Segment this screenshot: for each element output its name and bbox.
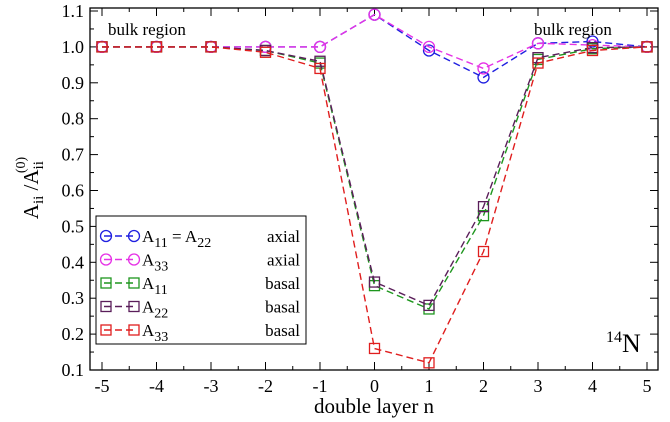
legend-marker-left [100,277,112,289]
bulk-region-left-annotation: bulk region [108,20,186,39]
x-tick-label: 0 [370,376,379,396]
legend-entry: A11 = A22 axial [99,227,300,251]
data-point [586,35,599,48]
x-tick-label: -4 [149,376,164,396]
y-tick-label: 0.1 [62,360,85,380]
legend-marker-left [99,253,113,266]
legend-entry: A33 axial [99,251,300,275]
data-point [477,71,490,84]
y-tick-label: 1.1 [62,1,85,21]
data-point [477,201,490,213]
data-point [259,46,272,58]
legend-type-label: axial [267,227,300,246]
legend-marker-right [127,229,141,243]
legend-entry: A22 basal [100,298,300,322]
y-tick-label: 0.6 [62,181,85,201]
legend-box [95,215,307,345]
x-tick-label: -1 [313,376,328,396]
y-tick-label: 0.2 [62,324,85,344]
x-tick-label: 5 [643,376,652,396]
y-tick-label: 0.4 [62,252,85,272]
data-point [314,62,326,75]
x-tick-label: -2 [258,376,273,396]
legend-label: A11 [142,274,168,298]
isotope-label: 14N [606,329,641,358]
bulk-region-right-annotation: bulk region [534,20,612,39]
y-tick-label: 0.3 [62,288,85,308]
legend-label: A33 [142,321,168,345]
series-line [102,46,648,364]
legend-label: A33 [142,251,168,275]
x-tick-label: -5 [95,376,110,396]
legend-marker-right [128,324,140,336]
data-point [423,357,435,369]
series-5 [96,41,653,369]
data-point [96,41,108,53]
legend-marker-left [100,300,112,313]
data-point [422,44,436,57]
legend-entry: A11 basal [100,274,300,298]
y-tick-label: 0.8 [62,109,85,129]
legend-label: A11 = A22 [142,227,211,251]
data-point [477,62,490,75]
x-tick-label: 1 [425,376,434,396]
y-tick-label: 0.5 [62,216,85,236]
x-axis-label: double layer n [314,394,435,418]
legend-marker-right [128,277,140,289]
legend-marker-left [99,229,113,243]
series-layer [95,8,654,369]
data-point [205,41,217,53]
legend-marker-right [127,253,141,266]
data-point [150,41,163,53]
legend-type-label: basal [265,321,300,340]
y-tick-label: 1.0 [62,37,85,57]
data-point [532,57,544,69]
legend-marker-left [100,324,112,336]
legend-marker-right [128,300,140,313]
data-point [477,245,490,258]
data-point [586,44,599,57]
legend-type-label: basal [265,298,300,317]
series-2 [95,8,654,75]
legend-type-label: axial [267,251,300,270]
x-tick-label: 4 [588,376,597,396]
y-tick-label: 0.7 [62,145,85,165]
axis-ticks: -5 -4 -3 -2 -1 0 1 2 3 4 5 0.1 0.2 0.3 0.4 0.5 0.6 0.7 0.8… [62,1,658,396]
data-point [368,276,381,288]
legend-type-label: basal [265,274,300,293]
x-tick-label: 2 [479,376,488,396]
data-point [314,55,326,67]
data-point [313,40,327,54]
data-point [423,299,435,312]
y-tick-label: 0.9 [62,73,85,93]
legend-label: A22 [142,298,168,322]
legend-entry: A33 basal [100,321,300,345]
data-point [368,8,381,21]
x-tick-label: -3 [204,376,219,396]
data-point [641,41,653,53]
data-point [531,37,545,50]
data-point [368,342,381,355]
y-axis-label: Aii /Aii(0) [14,156,47,219]
data-point [422,40,436,54]
x-tick-label: 3 [534,376,543,396]
